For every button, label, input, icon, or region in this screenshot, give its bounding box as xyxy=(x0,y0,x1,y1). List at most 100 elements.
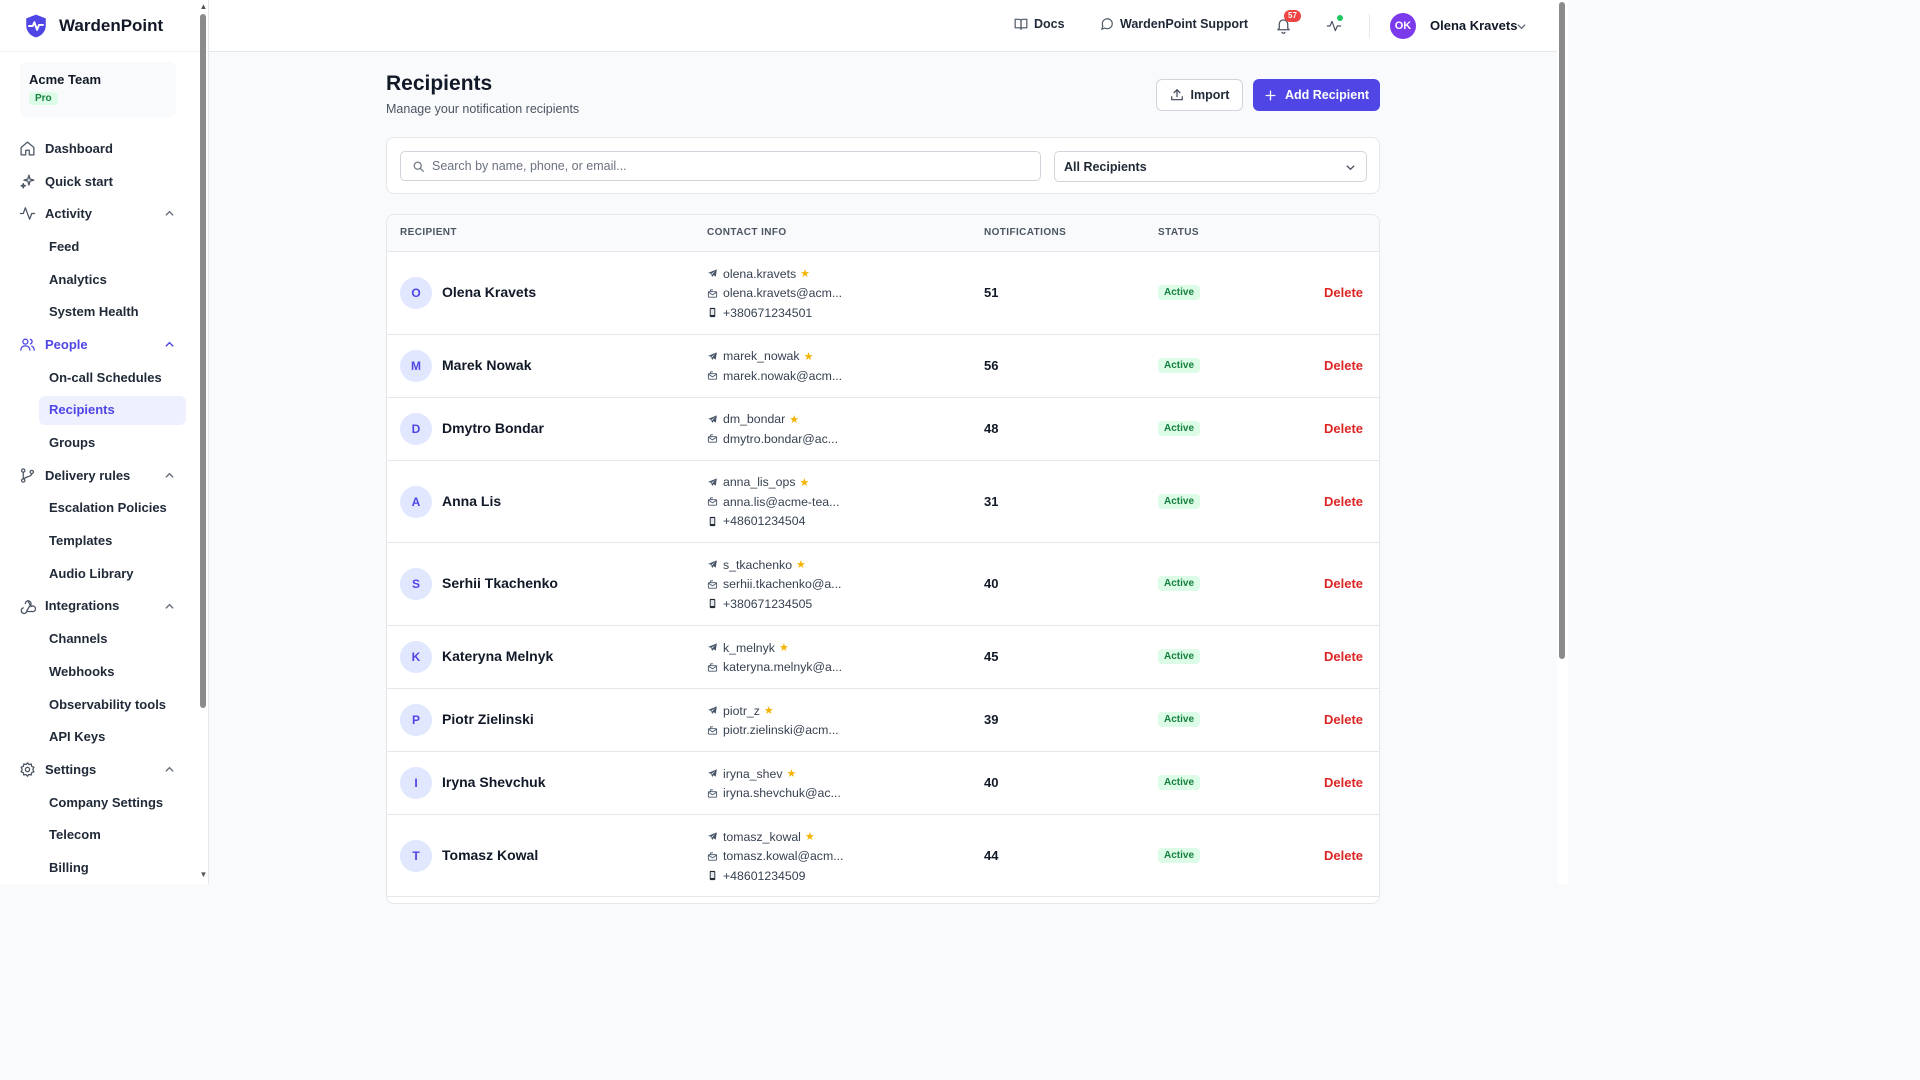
page-scroll-thumb[interactable] xyxy=(1559,2,1565,659)
user-avatar[interactable]: OK xyxy=(1390,13,1416,39)
sidebar-item-feed[interactable]: Feed xyxy=(0,230,200,263)
heartbeat-status-icon[interactable] xyxy=(1326,18,1342,34)
table-row[interactable]: I Iryna Shevchuk iryna_shev ★ iryna.shevchuk… xyxy=(387,751,1379,815)
email-contact: dmytro.bondar@ac... xyxy=(707,429,838,449)
docs-link[interactable]: Docs xyxy=(1014,17,1065,31)
sidebar-item-escalation-policies[interactable]: Escalation Policies xyxy=(0,492,200,525)
recipient-name[interactable]: Iryna Shevchuk xyxy=(442,774,546,791)
telegram-icon xyxy=(708,415,717,423)
recipient-name[interactable]: Serhii Tkachenko xyxy=(442,575,558,592)
sidebar-item-telecom[interactable]: Telecom xyxy=(0,818,200,851)
recipient-name[interactable]: Dmytro Bondar xyxy=(442,420,544,437)
chevron-up-icon[interactable] xyxy=(164,470,175,481)
chevron-up-icon[interactable] xyxy=(164,764,175,775)
table-row[interactable]: P Piotr Zielinski piotr_z ★ piotr.zielinski@… xyxy=(387,688,1379,752)
sidebar-scroll-thumb[interactable] xyxy=(200,14,206,708)
add-recipient-button[interactable]: Add Recipient xyxy=(1253,79,1380,111)
email-contact: olena.kravets@acm... xyxy=(707,284,842,304)
sidebar-item-label: Observability tools xyxy=(49,696,167,712)
mailbox-icon xyxy=(707,725,718,735)
sidebar-item-quick-start[interactable]: Quick start xyxy=(0,165,200,198)
telegram-contact: olena.kravets ★ xyxy=(707,264,842,284)
sidebar-item-billing[interactable]: Billing xyxy=(0,851,200,884)
sidebar-section-people[interactable]: People xyxy=(0,328,200,361)
delete-button[interactable]: Delete xyxy=(1324,358,1364,374)
book-open-icon xyxy=(1014,18,1028,30)
import-button[interactable]: Import xyxy=(1156,79,1243,111)
search-field[interactable] xyxy=(400,151,1041,181)
chevron-down-icon[interactable] xyxy=(1516,21,1527,32)
table-row[interactable]: S Serhii Tkachenko s_tkachenko ★ serhii.tkac… xyxy=(387,543,1379,626)
telegram-contact: piotr_z ★ xyxy=(707,701,839,721)
delete-button[interactable]: Delete xyxy=(1324,712,1364,728)
sidebar-section-delivery-rules[interactable]: Delivery rules xyxy=(0,459,200,492)
telegram-contact: k_melnyk ★ xyxy=(707,638,842,658)
support-link[interactable]: WardenPoint Support xyxy=(1100,17,1248,31)
chevron-up-icon[interactable] xyxy=(164,339,175,350)
sidebar-section-activity[interactable]: Activity xyxy=(0,197,200,230)
sidebar-item-analytics[interactable]: Analytics xyxy=(0,263,200,296)
column-header-notifications[interactable]: NOTIFICATIONS xyxy=(984,227,1067,238)
recipient-name[interactable]: Tomasz Kowal xyxy=(442,847,539,864)
sidebar-item-label: Billing xyxy=(49,859,89,875)
sidebar-item-groups[interactable]: Groups xyxy=(0,426,200,459)
table-row[interactable]: M Marek Nowak marek_nowak ★ marek.nowak@acm.… xyxy=(387,334,1379,398)
sidebar-item-observability-tools[interactable]: Observability tools xyxy=(0,688,200,721)
sidebar-item-on-call-schedules[interactable]: On-call Schedules xyxy=(0,361,200,394)
delete-button[interactable]: Delete xyxy=(1324,848,1364,864)
column-header-recipient[interactable]: RECIPIENT xyxy=(400,227,457,238)
sidebar-item-label: Quick start xyxy=(45,173,113,189)
brand[interactable]: WardenPoint xyxy=(0,0,208,52)
sidebar-item-channels[interactable]: Channels xyxy=(0,622,200,655)
upload-icon xyxy=(1170,89,1183,101)
table-row[interactable]: T Tomasz Kowal tomasz_kowal ★ tomasz.kowal@a… xyxy=(387,814,1379,898)
sidebar-item-api-keys[interactable]: API Keys xyxy=(0,720,200,753)
delete-button[interactable]: Delete xyxy=(1324,285,1364,301)
sidebar-item-webhooks[interactable]: Webhooks xyxy=(0,655,200,688)
sidebar-item-audio-library[interactable]: Audio Library xyxy=(0,557,200,590)
telegram-handle: s_tkachenko xyxy=(723,557,793,572)
notification-count: 45 xyxy=(984,649,999,665)
delete-button[interactable]: Delete xyxy=(1324,576,1364,592)
recipient-name[interactable]: Anna Lis xyxy=(442,492,502,509)
sidebar-section-settings[interactable]: Settings xyxy=(0,753,200,786)
sparkles-icon xyxy=(20,174,35,189)
chevron-up-icon[interactable] xyxy=(164,208,175,219)
sidebar-item-label: Channels xyxy=(49,631,108,647)
column-header-status[interactable]: STATUS xyxy=(1158,227,1199,238)
sidebar-item-recipients[interactable]: Recipients xyxy=(0,394,200,427)
table-row[interactable]: A Anna Lis anna_lis_ops ★ anna.lis@acme-tea.… xyxy=(387,460,1379,544)
delete-button[interactable]: Delete xyxy=(1324,421,1364,437)
docs-label: Docs xyxy=(1034,17,1065,31)
user-name[interactable]: Olena Kravets xyxy=(1430,18,1518,33)
table-row[interactable]: O Olena Kravets olena.kravets ★ olena.kravet… xyxy=(387,252,1379,335)
delete-button[interactable]: Delete xyxy=(1324,649,1364,665)
chevron-up-icon[interactable] xyxy=(164,601,175,612)
email-contact: tomasz.kowal@acm... xyxy=(707,846,843,866)
sidebar-item-system-health[interactable]: System Health xyxy=(0,295,200,328)
activity-icon xyxy=(19,207,36,221)
telegram-contact: marek_nowak ★ xyxy=(707,347,842,367)
recipient-name[interactable]: Olena Kravets xyxy=(442,284,537,301)
delete-button[interactable]: Delete xyxy=(1324,775,1364,791)
recipient-name[interactable]: Kateryna Melnyk xyxy=(442,648,554,665)
sidebar-section-integrations[interactable]: Integrations xyxy=(0,590,200,623)
recipient-filter-select[interactable]: All Recipients xyxy=(1054,151,1367,182)
team-switcher[interactable]: Acme Team Pro xyxy=(20,62,176,117)
sidebar-item-dashboard[interactable]: Dashboard xyxy=(0,132,200,165)
search-input[interactable] xyxy=(432,152,1032,180)
column-header-contact-info[interactable]: CONTACT INFO xyxy=(707,227,787,238)
recipient-name[interactable]: Marek Nowak xyxy=(442,357,532,374)
notification-count: 48 xyxy=(984,421,999,437)
delete-button[interactable]: Delete xyxy=(1324,493,1364,509)
table-row[interactable]: D Dmytro Bondar dm_bondar ★ dmytro.bondar@ac… xyxy=(387,397,1379,461)
sidebar-scrollbar[interactable]: ▲ ▼ xyxy=(199,0,208,884)
recipient-name[interactable]: Piotr Zielinski xyxy=(442,711,534,728)
scroll-up-arrow-icon[interactable]: ▲ xyxy=(199,2,208,11)
page-scrollbar[interactable] xyxy=(1557,0,1568,884)
sidebar-item-templates[interactable]: Templates xyxy=(0,524,200,557)
scroll-down-arrow-icon[interactable]: ▼ xyxy=(199,870,208,879)
sidebar-item-company-settings[interactable]: Company Settings xyxy=(0,786,200,819)
status-badge: Active xyxy=(1158,358,1201,374)
table-row[interactable]: K Kateryna Melnyk k_melnyk ★ kateryna.melnyk… xyxy=(387,625,1379,689)
